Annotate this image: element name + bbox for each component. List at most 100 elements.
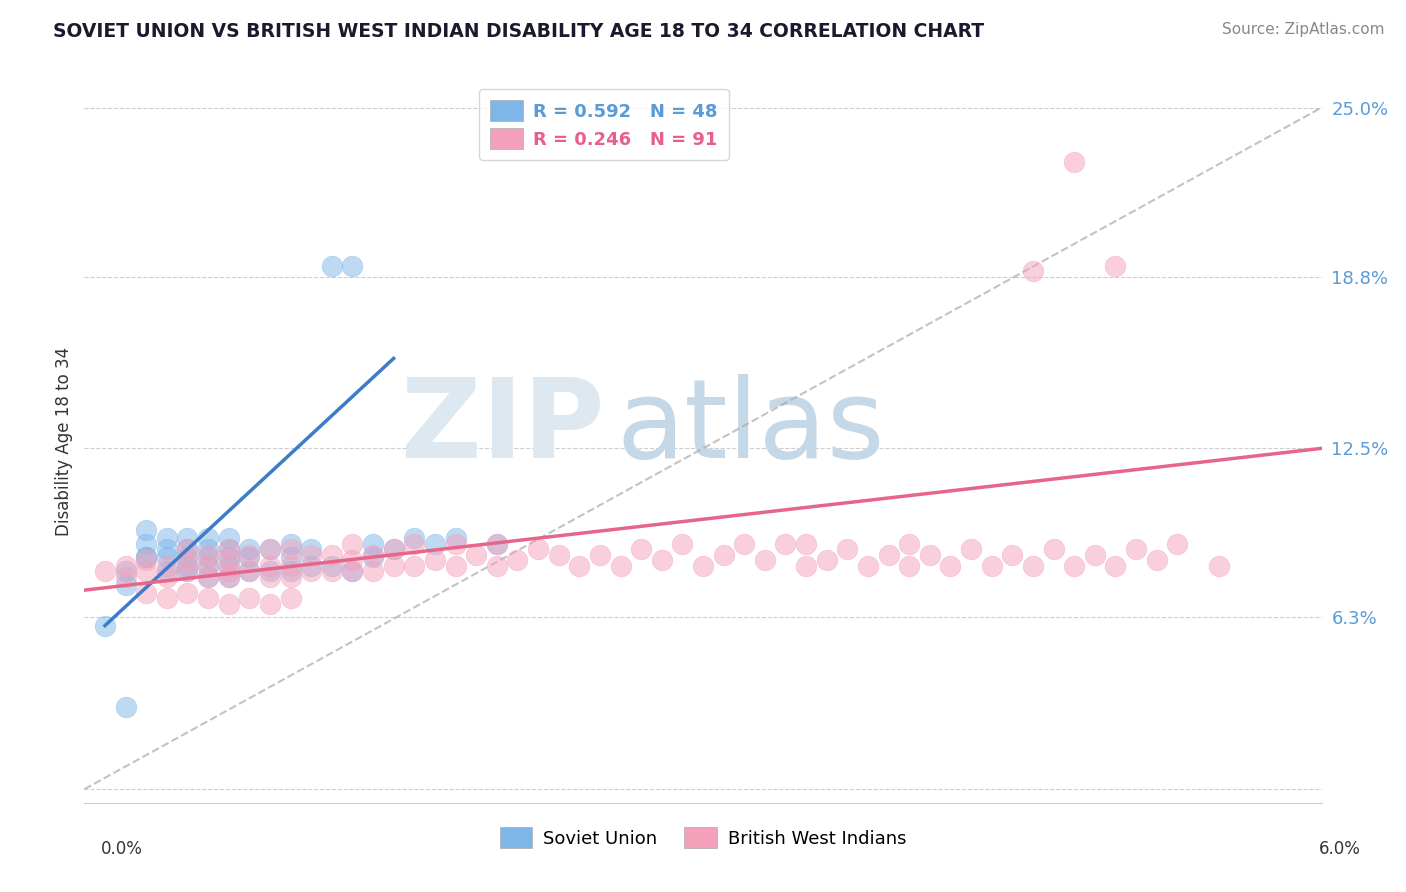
Point [176,558,198,573]
Point [259,597,281,611]
Point [218,550,240,565]
Point [259,558,281,573]
Point [176,553,198,567]
Text: 6.0%: 6.0% [1319,840,1361,858]
Point [238,542,260,557]
Point [197,569,219,583]
Point [589,548,612,562]
Point [444,537,467,551]
Point [321,564,343,578]
Point [114,577,136,591]
Point [733,537,755,551]
Point [692,558,714,573]
Text: ZIP: ZIP [401,374,605,481]
Point [361,564,384,578]
Point [361,550,384,565]
Point [918,548,941,562]
Point [197,532,219,546]
Point [527,542,550,557]
Point [156,591,179,606]
Point [156,564,179,578]
Point [238,564,260,578]
Point [404,537,426,551]
Point [218,564,240,578]
Point [197,542,219,557]
Point [1001,548,1024,562]
Point [485,558,508,573]
Point [485,537,508,551]
Point [1166,537,1188,551]
Point [568,558,591,573]
Point [176,542,198,557]
Point [1063,558,1085,573]
Point [218,542,240,557]
Point [114,564,136,578]
Point [382,542,405,557]
Point [197,548,219,562]
Point [135,586,157,600]
Point [156,550,179,565]
Point [299,548,322,562]
Point [259,542,281,557]
Y-axis label: Disability Age 18 to 34: Disability Age 18 to 34 [55,347,73,536]
Point [671,537,693,551]
Point [342,553,364,567]
Point [465,548,488,562]
Point [485,537,508,551]
Text: SOVIET UNION VS BRITISH WEST INDIAN DISABILITY AGE 18 TO 34 CORRELATION CHART: SOVIET UNION VS BRITISH WEST INDIAN DISA… [53,22,984,41]
Point [361,537,384,551]
Point [960,542,983,557]
Text: 0.0%: 0.0% [101,840,143,858]
Point [1063,155,1085,169]
Point [775,537,797,551]
Point [156,542,179,557]
Point [197,591,219,606]
Point [382,558,405,573]
Point [361,548,384,562]
Point [1084,548,1107,562]
Point [794,558,817,573]
Point [754,553,776,567]
Point [1125,542,1147,557]
Point [197,558,219,573]
Point [299,558,322,573]
Legend: Soviet Union, British West Indians: Soviet Union, British West Indians [489,816,917,859]
Point [156,569,179,583]
Text: Source: ZipAtlas.com: Source: ZipAtlas.com [1222,22,1385,37]
Point [176,564,198,578]
Point [238,591,260,606]
Point [837,542,859,557]
Point [877,548,900,562]
Point [404,532,426,546]
Point [1022,558,1045,573]
Point [218,569,240,583]
Point [156,558,179,573]
Point [342,564,364,578]
Point [94,564,117,578]
Point [342,537,364,551]
Text: atlas: atlas [616,374,884,481]
Point [444,532,467,546]
Point [280,569,302,583]
Point [135,564,157,578]
Point [114,700,136,714]
Point [280,558,302,573]
Point [259,542,281,557]
Point [238,564,260,578]
Point [218,558,240,573]
Point [898,537,921,551]
Point [218,569,240,583]
Point [815,553,838,567]
Point [713,548,735,562]
Point [794,537,817,551]
Point [197,558,219,573]
Point [135,553,157,567]
Point [898,558,921,573]
Point [114,569,136,583]
Point [856,558,879,573]
Point [280,591,302,606]
Point [197,550,219,565]
Point [197,569,219,583]
Point [135,550,157,565]
Point [1104,259,1126,273]
